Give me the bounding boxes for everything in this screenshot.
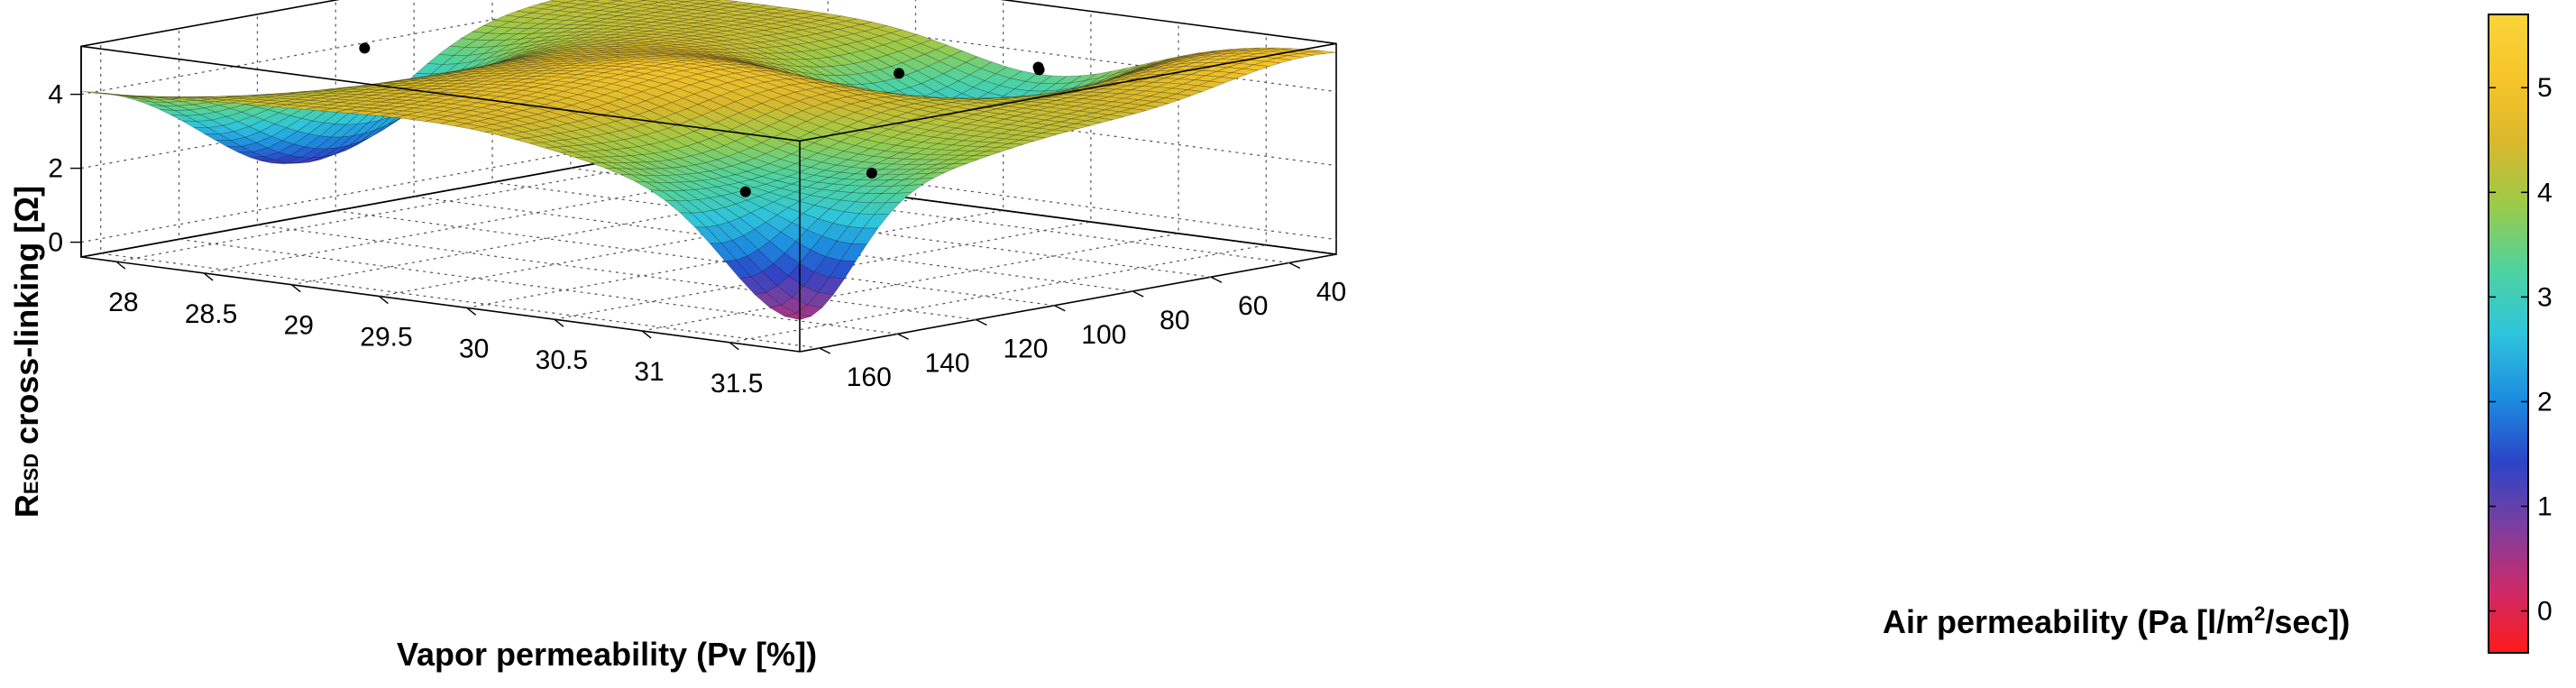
y-tick-label: 40 — [1316, 277, 1346, 307]
z-tick-label: 4 — [48, 80, 63, 110]
x-tick-label: 31 — [634, 357, 664, 387]
data-point-5 — [1032, 61, 1044, 73]
surface-mesh — [80, 0, 1337, 320]
colorbar-tick-label: 4 — [2537, 178, 2553, 207]
y-tick-label: 100 — [1081, 320, 1126, 350]
x-tick-label: 30.5 — [536, 345, 588, 375]
colorbar-tick-label: 3 — [2537, 282, 2553, 312]
colorbar-gradient — [2488, 14, 2529, 654]
colorbar: 0 1 2 3 4 5 — [2488, 14, 2553, 654]
y-tick-label: 140 — [925, 348, 970, 378]
axis-ticks: 28 28.5 29 29.5 30 30.5 31 31.54060801001201401… — [48, 80, 1346, 399]
x-axis-title: Vapor permeability (Pv [%]) — [397, 636, 817, 673]
x-tick-label: 30 — [459, 334, 489, 363]
y-axis-title: Air permeability (Pa [l/m2/sec]) — [1883, 602, 2350, 640]
data-point-2 — [866, 167, 877, 179]
z-axis-title: RESD cross-linking [Ω] — [8, 186, 45, 518]
x-tick-label: 29.5 — [360, 323, 412, 353]
x-tick-label: 28 — [108, 288, 138, 317]
z-tick-label: 0 — [48, 228, 63, 258]
colorbar-tick-label: 0 — [2537, 597, 2553, 627]
y-tick-label: 80 — [1160, 306, 1189, 335]
front-box-edges — [80, 42, 1337, 352]
x-tick-label: 28.5 — [185, 299, 237, 329]
colorbar-tick-label: 5 — [2537, 73, 2553, 103]
colorbar-tick-label: 1 — [2537, 492, 2553, 522]
x-tick-label: 29 — [284, 311, 314, 341]
y-tick-label: 120 — [1003, 335, 1048, 364]
z-tick-label: 2 — [48, 154, 63, 184]
colorbar-tick-label: 2 — [2537, 387, 2553, 417]
y-tick-label: 160 — [847, 362, 892, 392]
x-tick-label: 31.5 — [710, 369, 763, 399]
data-markers — [359, 42, 1045, 197]
y-tick-label: 60 — [1238, 291, 1268, 321]
data-point-1 — [894, 68, 905, 79]
data-point-4 — [739, 186, 751, 197]
data-point-3 — [359, 42, 371, 54]
